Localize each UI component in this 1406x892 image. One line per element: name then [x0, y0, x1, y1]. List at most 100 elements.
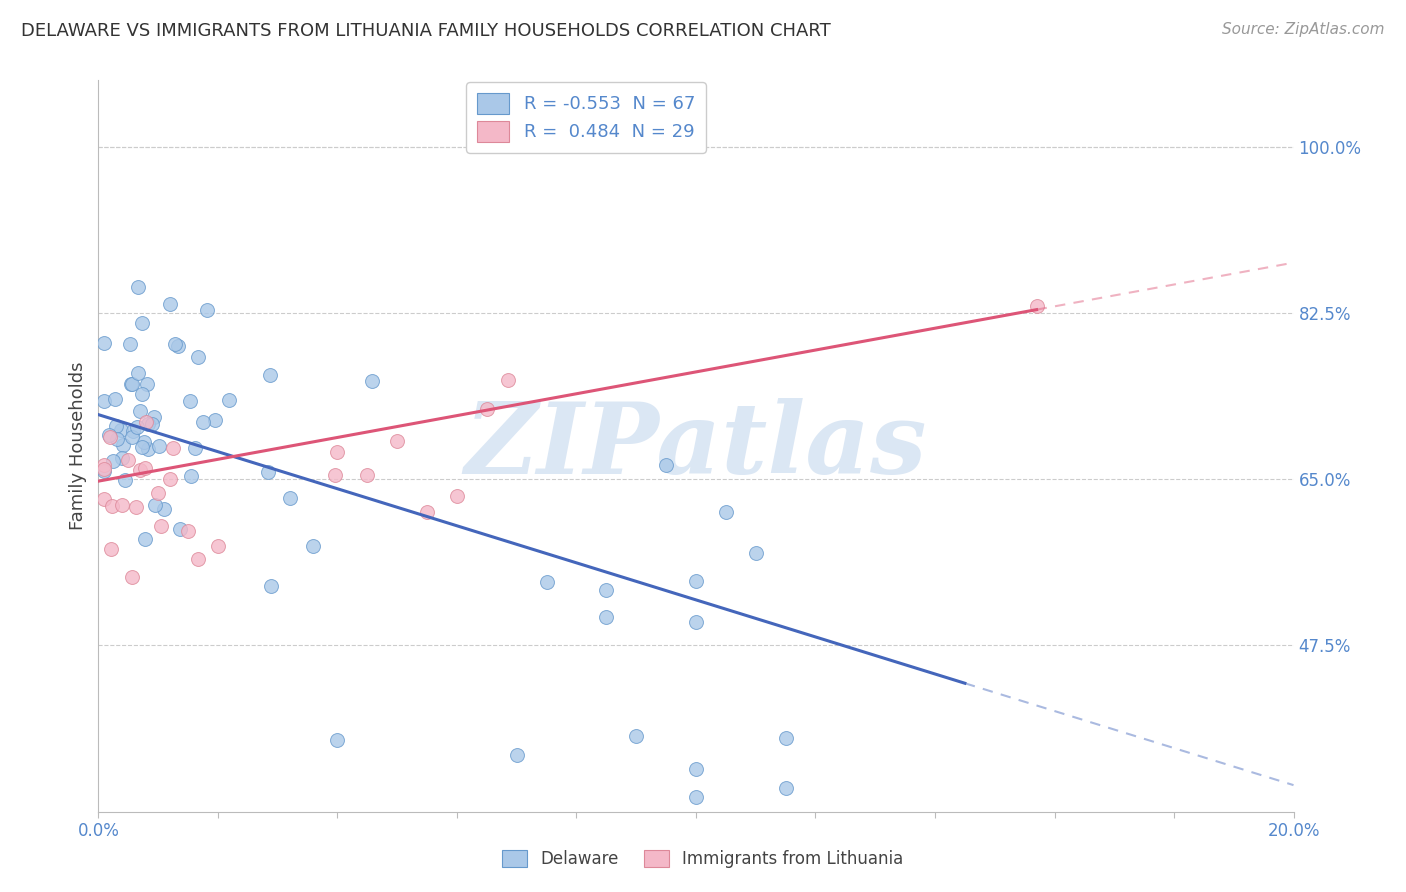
Point [204, 413, 226, 427]
Point [416, 506, 439, 520]
Point [93, 491, 115, 506]
Point [132, 434, 155, 449]
Point [714, 506, 737, 520]
Point [110, 423, 132, 437]
Point [745, 546, 768, 560]
Point [195, 302, 218, 317]
Point [446, 489, 468, 503]
Point [162, 441, 184, 455]
Point [135, 415, 157, 429]
Point [120, 377, 142, 392]
Point [169, 522, 191, 536]
Point [117, 453, 139, 467]
Point [104, 392, 127, 407]
Point [626, 729, 648, 743]
Point [153, 501, 176, 516]
Point [148, 486, 170, 500]
Point [128, 404, 150, 418]
Point [149, 519, 172, 533]
Point [145, 498, 167, 512]
Point [101, 453, 124, 467]
Point [142, 410, 165, 425]
Point [93, 458, 115, 473]
Point [127, 280, 149, 294]
Point [302, 539, 325, 553]
Point [193, 415, 215, 429]
Point [110, 498, 132, 512]
Point [506, 747, 529, 762]
Point [361, 375, 384, 389]
Point [498, 373, 520, 387]
Point [165, 337, 187, 351]
Point [177, 524, 200, 539]
Point [93, 335, 115, 350]
Point [257, 465, 280, 479]
Point [121, 376, 143, 391]
Point [135, 377, 157, 392]
Point [775, 780, 797, 795]
Legend: R = -0.553  N = 67, R =  0.484  N = 29: R = -0.553 N = 67, R = 0.484 N = 29 [465, 82, 706, 153]
Point [101, 499, 124, 513]
Point [93, 465, 115, 479]
Point [105, 432, 128, 446]
Y-axis label: Family Households: Family Households [69, 362, 87, 530]
Point [136, 417, 159, 431]
Point [127, 367, 149, 381]
Point [111, 438, 134, 452]
Point [323, 468, 346, 483]
Point [125, 420, 148, 434]
Point [131, 440, 153, 454]
Point [131, 316, 153, 330]
Text: DELAWARE VS IMMIGRANTS FROM LITHUANIA FAMILY HOUSEHOLDS CORRELATION CHART: DELAWARE VS IMMIGRANTS FROM LITHUANIA FA… [21, 22, 831, 40]
Point [326, 444, 349, 458]
Point [121, 424, 143, 438]
Point [685, 762, 707, 776]
Point [685, 574, 707, 589]
Point [93, 393, 115, 408]
Point [326, 733, 349, 747]
Point [129, 463, 152, 477]
Point [159, 296, 181, 310]
Point [685, 615, 707, 629]
Point [100, 541, 122, 556]
Point [595, 610, 617, 624]
Point [166, 339, 188, 353]
Point [1025, 299, 1047, 313]
Point [179, 394, 201, 409]
Point [98, 429, 122, 443]
Point [110, 451, 132, 466]
Point [280, 491, 302, 505]
Point [356, 468, 378, 483]
Point [775, 731, 797, 745]
Point [259, 368, 281, 383]
Point [114, 473, 136, 487]
Point [148, 439, 170, 453]
Point [187, 350, 209, 364]
Point [134, 461, 156, 475]
Text: ZIPatlas: ZIPatlas [465, 398, 927, 494]
Point [121, 570, 143, 584]
Point [475, 402, 498, 417]
Point [207, 539, 229, 553]
Point [180, 468, 202, 483]
Point [595, 582, 617, 597]
Point [104, 419, 127, 434]
Point [187, 551, 209, 566]
Point [685, 790, 707, 805]
Point [184, 441, 207, 455]
Point [655, 458, 678, 472]
Point [536, 574, 558, 589]
Point [118, 337, 141, 351]
Text: Source: ZipAtlas.com: Source: ZipAtlas.com [1222, 22, 1385, 37]
Point [93, 462, 115, 476]
Point [141, 417, 163, 432]
Point [125, 500, 148, 514]
Point [385, 434, 409, 449]
Point [97, 428, 120, 442]
Point [134, 532, 156, 546]
Point [218, 392, 240, 407]
Point [131, 387, 153, 401]
Point [136, 442, 159, 457]
Point [159, 472, 181, 486]
Point [121, 430, 143, 444]
